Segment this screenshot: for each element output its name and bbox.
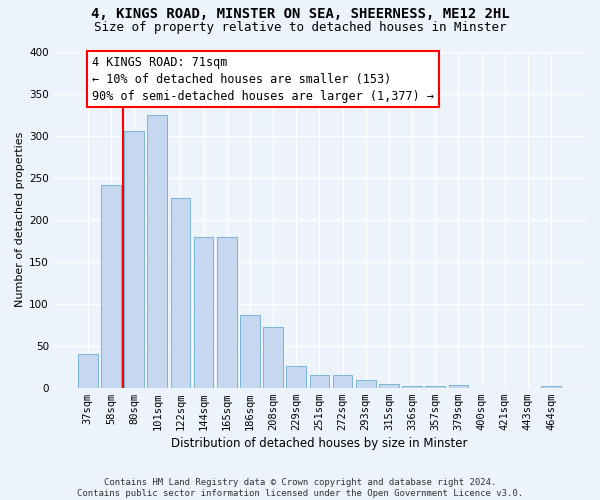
- Bar: [379, 384, 399, 388]
- Bar: [333, 375, 352, 388]
- X-axis label: Distribution of detached houses by size in Minster: Distribution of detached houses by size …: [171, 437, 467, 450]
- Bar: [286, 366, 306, 388]
- Bar: [263, 327, 283, 388]
- Bar: [425, 386, 445, 388]
- Bar: [101, 185, 121, 388]
- Bar: [402, 386, 422, 388]
- Bar: [124, 132, 144, 388]
- Bar: [170, 198, 190, 388]
- Bar: [78, 354, 98, 388]
- Bar: [148, 114, 167, 388]
- Bar: [240, 316, 260, 388]
- Bar: [541, 386, 561, 388]
- Bar: [449, 385, 468, 388]
- Text: Size of property relative to detached houses in Minster: Size of property relative to detached ho…: [94, 22, 506, 35]
- Bar: [310, 375, 329, 388]
- Text: 4, KINGS ROAD, MINSTER ON SEA, SHEERNESS, ME12 2HL: 4, KINGS ROAD, MINSTER ON SEA, SHEERNESS…: [91, 8, 509, 22]
- Bar: [194, 237, 214, 388]
- Bar: [217, 237, 236, 388]
- Text: 4 KINGS ROAD: 71sqm
← 10% of detached houses are smaller (153)
90% of semi-detac: 4 KINGS ROAD: 71sqm ← 10% of detached ho…: [92, 56, 434, 102]
- Text: Contains HM Land Registry data © Crown copyright and database right 2024.
Contai: Contains HM Land Registry data © Crown c…: [77, 478, 523, 498]
- Bar: [356, 380, 376, 388]
- Y-axis label: Number of detached properties: Number of detached properties: [15, 132, 25, 308]
